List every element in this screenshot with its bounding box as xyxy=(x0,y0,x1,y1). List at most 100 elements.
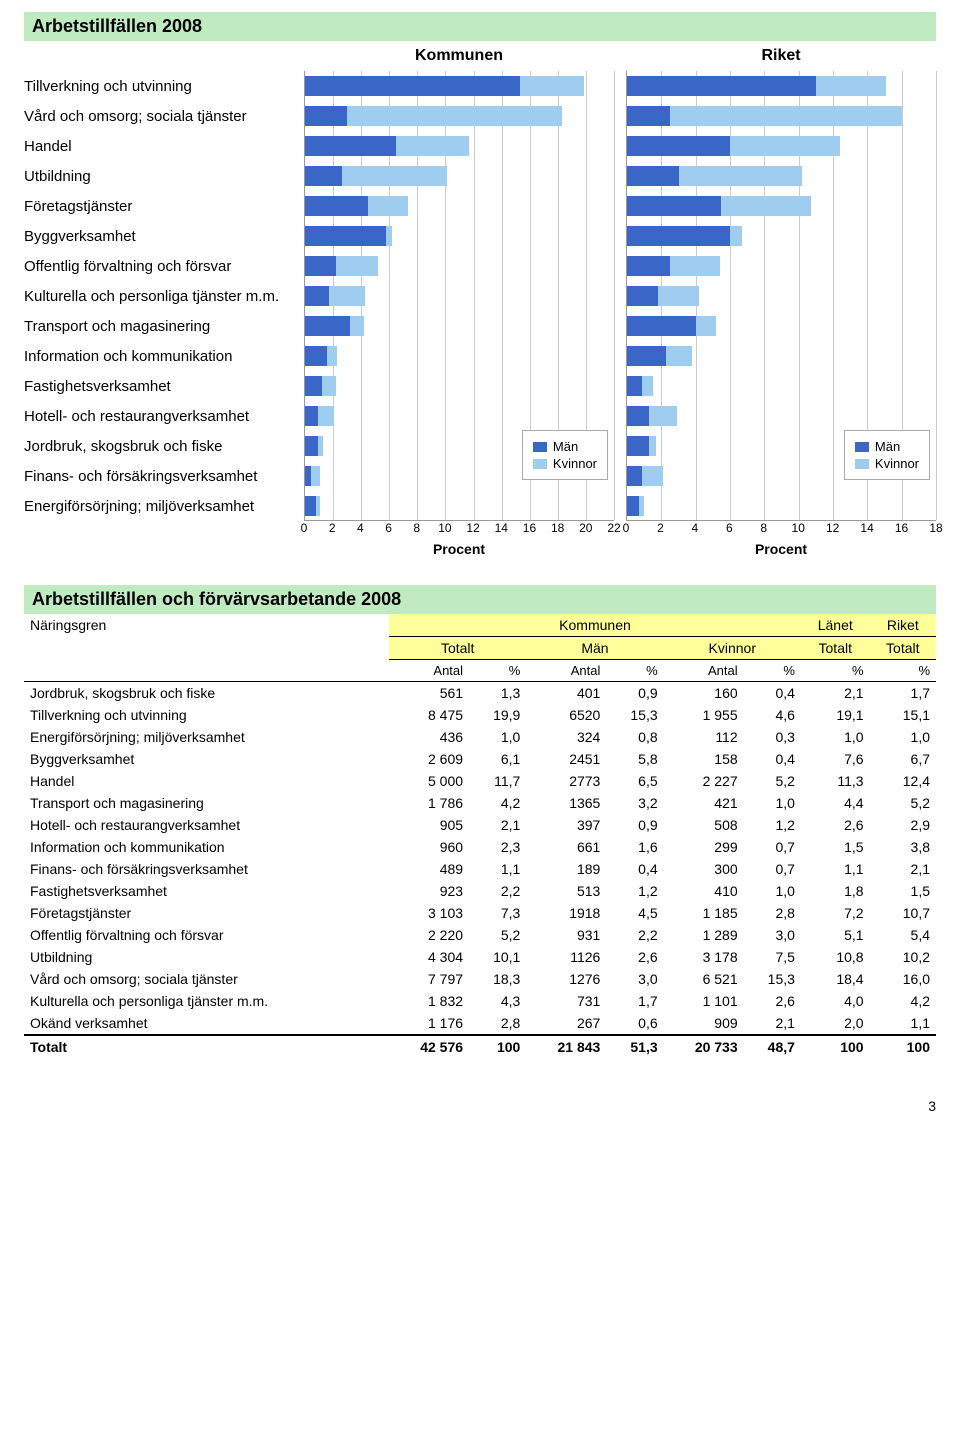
chart-category: Transport och magasinering xyxy=(24,311,304,341)
cell-tot-a: 489 xyxy=(389,858,469,880)
cell-tot-a: 561 xyxy=(389,682,469,705)
bar-women xyxy=(386,226,392,246)
cell-w-p: 0,3 xyxy=(744,726,801,748)
bar-women xyxy=(396,136,469,156)
chart-riket: Riket MänKvinnor 024681012141618 Procent xyxy=(626,47,936,557)
cell-lan: 1,8 xyxy=(801,880,870,902)
bar-row xyxy=(627,491,936,521)
cell-m-a: 931 xyxy=(526,924,606,946)
cell-m-p: 6,5 xyxy=(606,770,663,792)
table-row: Okänd verksamhet1 1762,82670,69092,12,01… xyxy=(24,1012,936,1035)
cell-w-a: 160 xyxy=(664,682,744,705)
cell-lan: 5,1 xyxy=(801,924,870,946)
chart-riket-title: Riket xyxy=(626,47,936,71)
bar-women xyxy=(679,166,803,186)
bar-women xyxy=(670,106,902,126)
cell-tot-p: 4,3 xyxy=(469,990,526,1012)
total-label: Totalt xyxy=(24,1035,389,1058)
cell-tot-a: 1 176 xyxy=(389,1012,469,1035)
cell-w-a: 909 xyxy=(664,1012,744,1035)
bar-row xyxy=(627,401,936,431)
cell-w-p: 1,2 xyxy=(744,814,801,836)
bar-men xyxy=(627,496,639,516)
cell-lan: 1,5 xyxy=(801,836,870,858)
bar-men xyxy=(305,196,368,216)
bar-row xyxy=(305,341,614,371)
table-row: Transport och magasinering1 7864,213653,… xyxy=(24,792,936,814)
cell-rik: 15,1 xyxy=(870,704,936,726)
chart-riket-xlabel: Procent xyxy=(626,541,936,557)
bar-row xyxy=(627,371,936,401)
cell-rik: 2,9 xyxy=(870,814,936,836)
chart-category: Handel xyxy=(24,131,304,161)
bar-women xyxy=(368,196,407,216)
cell-m-p: 1,2 xyxy=(606,880,663,902)
cell-w-a: 112 xyxy=(664,726,744,748)
tick: 4 xyxy=(357,521,364,535)
bar-row xyxy=(305,101,614,131)
cell-m-a: 397 xyxy=(526,814,606,836)
tick: 20 xyxy=(579,521,592,535)
cell-lan: 10,8 xyxy=(801,946,870,968)
u-pct-5: % xyxy=(870,660,936,682)
legend-women: Kvinnor xyxy=(855,456,919,471)
tick: 22 xyxy=(607,521,620,535)
cell-w-p: 3,0 xyxy=(744,924,801,946)
cell-m-a: 401 xyxy=(526,682,606,705)
cell-tot-p: 19,9 xyxy=(469,704,526,726)
cell-m-p: 5,8 xyxy=(606,748,663,770)
tick: 16 xyxy=(895,521,908,535)
bar-women xyxy=(816,76,886,96)
tick: 2 xyxy=(657,521,664,535)
colgrp-riket: Riket xyxy=(870,614,936,637)
bar-women xyxy=(670,256,720,276)
cell-w-p: 5,2 xyxy=(744,770,801,792)
u-pct-2: % xyxy=(606,660,663,682)
cell-tot-p: 5,2 xyxy=(469,924,526,946)
bar-men xyxy=(305,316,350,336)
cell-rik: 10,2 xyxy=(870,946,936,968)
cell-m-p: 1,6 xyxy=(606,836,663,858)
cell-tot-p: 4,2 xyxy=(469,792,526,814)
chart-category: Fastighetsverksamhet xyxy=(24,371,304,401)
cell-tot-p: 2,2 xyxy=(469,880,526,902)
total-tot-p: 100 xyxy=(469,1035,526,1058)
cell-tot-p: 2,8 xyxy=(469,1012,526,1035)
tick: 18 xyxy=(929,521,942,535)
bar-men xyxy=(305,496,316,516)
cell-m-a: 661 xyxy=(526,836,606,858)
cell-rik: 5,2 xyxy=(870,792,936,814)
cell-m-p: 0,6 xyxy=(606,1012,663,1035)
cell-w-a: 1 185 xyxy=(664,902,744,924)
tick: 10 xyxy=(792,521,805,535)
tick: 0 xyxy=(301,521,308,535)
cell-tot-a: 8 475 xyxy=(389,704,469,726)
u-pct-1: % xyxy=(469,660,526,682)
cell-tot-p: 7,3 xyxy=(469,902,526,924)
cell-rik: 5,4 xyxy=(870,924,936,946)
u-pct-4: % xyxy=(801,660,870,682)
cell-tot-p: 1,3 xyxy=(469,682,526,705)
chart-category: Tillverkning och utvinning xyxy=(24,71,304,101)
cell-m-a: 1365 xyxy=(526,792,606,814)
bar-row xyxy=(627,71,936,101)
bar-row xyxy=(305,221,614,251)
bar-row xyxy=(627,251,936,281)
cell-w-p: 1,0 xyxy=(744,880,801,902)
bar-row xyxy=(627,131,936,161)
bar-men xyxy=(305,406,318,426)
bar-women xyxy=(342,166,447,186)
bar-men xyxy=(627,406,649,426)
legend-women: Kvinnor xyxy=(533,456,597,471)
legend: MänKvinnor xyxy=(844,430,930,480)
page-number: 3 xyxy=(24,1098,936,1114)
table-row: Byggverksamhet2 6096,124515,81580,47,66,… xyxy=(24,748,936,770)
cell-w-a: 410 xyxy=(664,880,744,902)
cell-w-p: 2,8 xyxy=(744,902,801,924)
cell-w-p: 0,7 xyxy=(744,836,801,858)
cell-w-a: 1 289 xyxy=(664,924,744,946)
bar-men xyxy=(627,106,670,126)
total-tot-a: 42 576 xyxy=(389,1035,469,1058)
bar-row xyxy=(305,71,614,101)
chart-kommunen: Kommunen MänKvinnor 0246810121416182022 … xyxy=(304,47,614,557)
